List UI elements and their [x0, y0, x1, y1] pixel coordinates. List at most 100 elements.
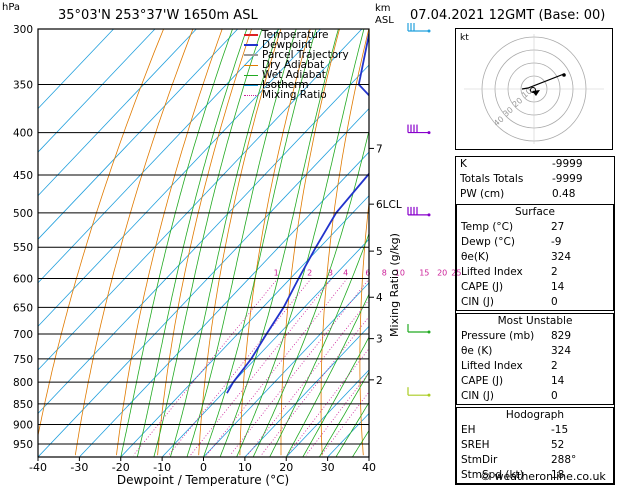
datetime-title: 07.04.2021 12GMT (Base: 00): [410, 8, 606, 23]
surface-label: θe(K): [461, 251, 489, 263]
indices-panel: K -9999 Totals Totals -9999 PW (cm) 0.48 Surf…: [455, 156, 615, 485]
mixing-ratio-label: 2: [307, 269, 312, 278]
hodograph-stat-value: 52: [551, 439, 565, 451]
most-unstable-label: Pressure (mb): [461, 330, 535, 342]
wind-barb-icon: [407, 124, 431, 135]
surface-value: 0: [551, 296, 558, 308]
wet-adiabat-line: [203, 29, 317, 457]
wet-adiabat-line: [170, 29, 279, 457]
legend-swatch: [244, 74, 258, 76]
wind-barb-icon: [407, 324, 431, 334]
km-tick-label: 2: [376, 375, 383, 387]
x-tick-label: -40: [29, 461, 47, 474]
storm-motion-marker: [532, 90, 540, 96]
most-unstable-row: CAPE (J) 14: [457, 374, 613, 389]
surface-value: 2: [551, 266, 558, 278]
pressure-tick-label: 800: [13, 377, 33, 389]
legend-item: Dry Adiabat: [244, 60, 349, 70]
isotherm-line: [38, 29, 280, 284]
most-unstable-label: θe (K): [461, 345, 493, 357]
most-unstable-value: 829: [551, 330, 572, 342]
mixing-ratio-label: 1: [274, 269, 279, 278]
index-label: K: [460, 158, 467, 170]
legend-swatch: [244, 84, 258, 86]
surface-value: 324: [551, 251, 572, 263]
surface-value: 27: [551, 221, 565, 233]
dry-adiabat-line: [116, 29, 223, 456]
wet-adiabat-line: [252, 129, 369, 457]
index-label: PW (cm): [460, 188, 505, 200]
pressure-tick-label: 500: [13, 208, 33, 220]
hodograph-stat-value: -15: [551, 424, 569, 436]
legend-label: Wet Adiabat: [262, 69, 326, 81]
pressure-tick-label: 450: [13, 170, 33, 182]
dry-adiabat-line: [239, 29, 311, 456]
legend-swatch: [244, 54, 258, 56]
isotherm-line: [38, 64, 369, 415]
x-tick-label: 10: [238, 461, 252, 474]
pressure-tick-label: 650: [13, 302, 33, 314]
index-value: 0.48: [552, 188, 576, 200]
pressure-tick-label: 750: [13, 354, 33, 366]
index-value: -9999: [552, 158, 583, 170]
mixing-ratio-axis-label: Mixing Ratio (g/kg): [388, 233, 401, 337]
most-unstable-row: θe (K) 324: [457, 344, 613, 359]
surface-label: CAPE (J): [461, 281, 504, 293]
index-label: Totals Totals: [460, 173, 524, 185]
most-unstable-row: CIN (J) 0: [457, 389, 613, 404]
wind-barb-icon: [407, 206, 431, 217]
mixing-ratio-label: 8: [382, 269, 387, 278]
km-tick-label: 5: [376, 246, 383, 258]
wet-adiabat-line: [302, 336, 369, 457]
isotherm-line: [38, 29, 239, 240]
dry-adiabat-line: [320, 29, 369, 456]
hpa-label: hPa: [2, 2, 21, 13]
x-tick-label: 0: [200, 461, 207, 474]
pressure-tick-label: 850: [13, 399, 33, 411]
storm-motion-circle: [530, 87, 536, 93]
credit: © weatheronline.co.uk: [480, 470, 606, 483]
legend-item: Isotherm: [244, 80, 349, 90]
surface-row: Dewp (°C) -9: [457, 235, 613, 250]
isotherm-line: [38, 29, 197, 197]
isotherm-line: [38, 29, 114, 110]
pressure-tick-label: 550: [13, 242, 33, 254]
isotherm-line: [244, 325, 369, 457]
legend-label: Mixing Ratio: [262, 89, 327, 101]
km-tick-label: 7: [376, 143, 383, 155]
wet-adiabat-line: [269, 232, 369, 457]
hodograph-unit-label: kt: [460, 33, 469, 43]
surface-value: -9: [551, 236, 562, 248]
wet-adiabat-line: [120, 29, 233, 457]
surface-section: Surface Temp (°C) 27 Dewp (°C) -9 θe(K) 324 Li…: [456, 204, 614, 311]
pressure-tick-label: 950: [13, 439, 33, 451]
hodograph-title: Hodograph: [505, 409, 565, 421]
pressure-tick-label: 300: [13, 24, 33, 36]
legend-swatch: [244, 64, 258, 66]
most-unstable-row: Pressure (mb) 829: [457, 329, 613, 344]
isotherm-line: [38, 29, 321, 327]
km-tick-label: 6LCL: [376, 199, 402, 211]
most-unstable-value: 14: [551, 375, 565, 387]
hodograph-section: Hodograph EH -15 SREH 52 StmDir 288° StmSpd (k…: [456, 407, 614, 484]
mixing-ratio-line: [260, 315, 369, 456]
wet-adiabat-line: [319, 371, 369, 457]
isotherm-line: [203, 282, 369, 457]
surface-label: Lifted Index: [461, 266, 523, 278]
wet-adiabat-line: [236, 29, 365, 457]
legend-swatch: [244, 94, 258, 96]
x-tick-label: -20: [112, 461, 130, 474]
pressure-tick-label: 900: [13, 420, 33, 432]
mixing-ratio-line: [206, 278, 348, 456]
surface-value: 14: [551, 281, 565, 293]
legend-label: Dry Adiabat: [262, 59, 325, 71]
wind-barb-icon: [407, 387, 431, 397]
mixing-ratio-line: [305, 371, 369, 456]
hodograph-stat-row: EH -15: [457, 423, 613, 438]
pressure-tick-label: 400: [13, 128, 33, 140]
dry-adiabat-line: [280, 29, 340, 456]
wet-adiabat-line: [335, 401, 369, 457]
surface-title: Surface: [514, 206, 555, 218]
dry-adiabat-line: [157, 29, 252, 456]
hodograph-stat-row: SREH 52: [457, 438, 613, 453]
